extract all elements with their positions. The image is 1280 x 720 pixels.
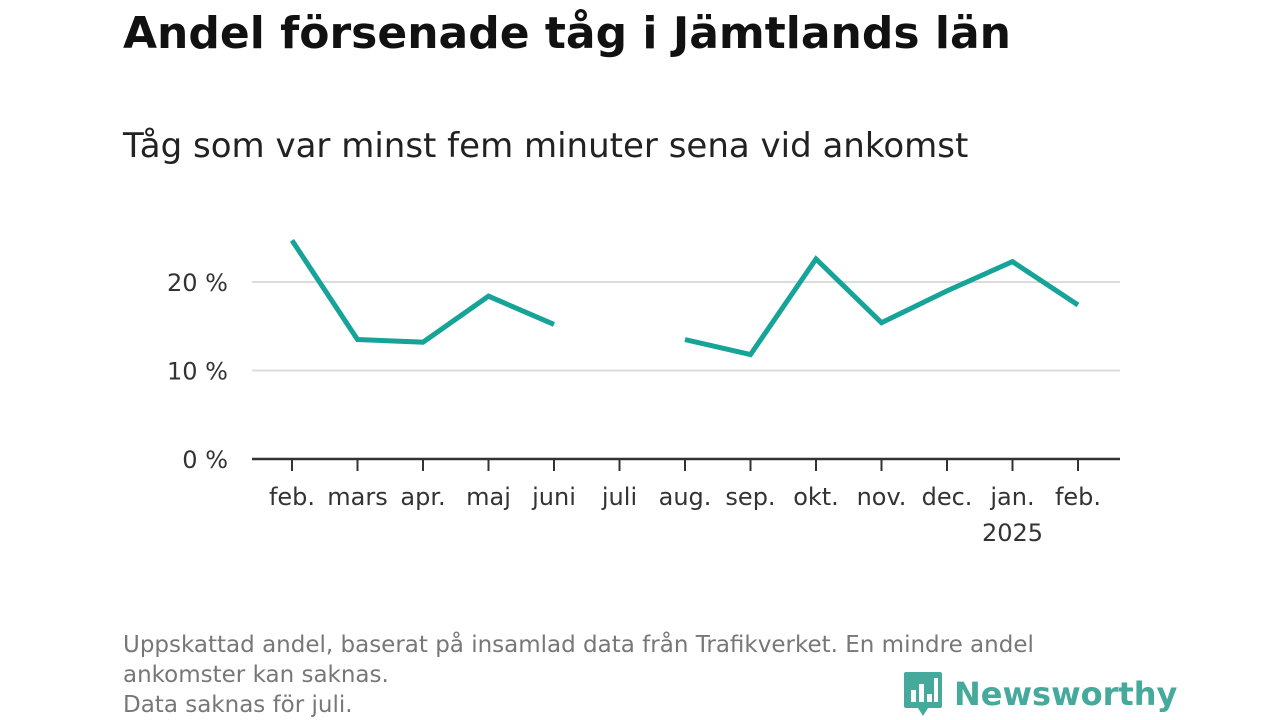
line-chart: 0 % 10 % 20 % feb. mars apr. maj juni juli aug. s…	[167, 239, 1120, 547]
x-tick-label: feb.	[269, 483, 315, 511]
series-lines	[289, 239, 1080, 358]
newsworthy-logo: Newsworthy	[902, 670, 1177, 718]
footnote-line-3: Data saknas för juli.	[123, 692, 353, 718]
x-tick-label: nov.	[857, 483, 907, 511]
x-tick-label: feb.	[1055, 483, 1101, 511]
x-tick-label: juli	[601, 483, 637, 511]
x-tick-label: dec.	[922, 483, 973, 511]
logo-text: Newsworthy	[954, 675, 1178, 713]
x-tick-label: maj	[466, 483, 511, 511]
series-line-segment	[289, 239, 555, 345]
grid-lines	[252, 281, 1120, 372]
x-tick-label: aug.	[659, 483, 712, 511]
series-line-segment	[684, 255, 1080, 358]
chart-subtitle: Tåg som var minst fem minuter sena vid a…	[123, 126, 969, 166]
x-tick-label: mars	[327, 483, 387, 511]
y-axis-ticks: 0 % 10 % 20 %	[167, 269, 228, 474]
y-tick-label: 20 %	[167, 269, 228, 297]
footnote: Uppskattad andel, baserat på insamlad da…	[123, 630, 1163, 720]
x-tick-label: juni	[531, 483, 576, 511]
x-axis: feb. mars apr. maj juni juli aug. sep. okt. nov. d…	[252, 457, 1120, 547]
x-tick-label: sep.	[725, 483, 775, 511]
footnote-line-1: Uppskattad andel, baserat på insamlad da…	[123, 632, 1034, 658]
x-tick-sublabel: 2025	[982, 519, 1043, 547]
y-tick-label: 10 %	[167, 358, 228, 386]
x-tick-label: jan.	[989, 483, 1034, 511]
chart-title: Andel försenade tåg i Jämtlands län	[123, 8, 1011, 59]
footnote-line-2: ankomster kan saknas.	[123, 662, 389, 688]
x-tick-label: okt.	[793, 483, 839, 511]
y-tick-label: 0 %	[182, 446, 228, 474]
bar-chart-icon	[904, 672, 942, 716]
x-tick-label: apr.	[400, 483, 445, 511]
